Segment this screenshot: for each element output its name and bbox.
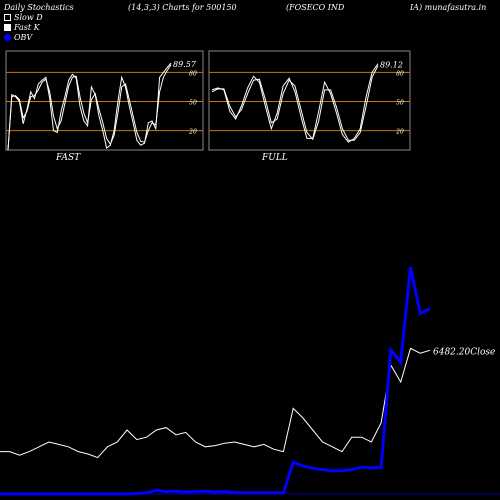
- fast-ytick-20: 20: [188, 129, 197, 136]
- full-series-d: [211, 65, 379, 141]
- fast-ytick-80: 80: [189, 70, 197, 77]
- full-ytick-20: 20: [395, 129, 404, 136]
- legend-fast-k-label: Fast K: [14, 23, 40, 32]
- full-ytick-80: 80: [396, 70, 404, 77]
- legend-fast-k: Fast K: [4, 23, 40, 32]
- close-last-value-label: 6482.20Close: [433, 347, 495, 357]
- fast-panel-frame: [5, 50, 204, 151]
- legend-slow-d: Slow D: [4, 13, 43, 22]
- legend-fast-k-swatch: [4, 24, 11, 31]
- fast-series-k: [7, 62, 172, 151]
- legend-slow-d-swatch: [4, 14, 11, 21]
- price-obv-panel: 6482.20Close: [0, 266, 500, 496]
- fast-last-value-label: 89.57: [173, 60, 197, 69]
- chart-type-label: Daily Stochastics: [4, 3, 74, 12]
- legend-obv-label: OBV: [14, 33, 33, 42]
- full-ytick-50: 50: [396, 100, 404, 107]
- full-last-value-label: 89.12: [380, 61, 403, 70]
- site-label: IA) munafasutra.in: [410, 3, 487, 12]
- legend-obv-swatch: [4, 34, 11, 41]
- legend-slow-d-label: Slow D: [14, 13, 43, 22]
- chart-params-label: (14,3,3) Charts for 500150: [128, 3, 237, 12]
- company-label: (FOSECO IND: [286, 3, 345, 12]
- fast-ytick-50: 50: [189, 100, 197, 107]
- fast-series-d: [7, 64, 172, 151]
- obv-line: [0, 266, 431, 496]
- legend-obv: OBV: [4, 33, 32, 42]
- fast-panel-title: FAST: [56, 153, 81, 163]
- full-panel-frame: [208, 50, 411, 151]
- close-line: [0, 347, 431, 459]
- full-panel-title: FULL: [262, 153, 288, 163]
- full-series-k: [211, 63, 379, 143]
